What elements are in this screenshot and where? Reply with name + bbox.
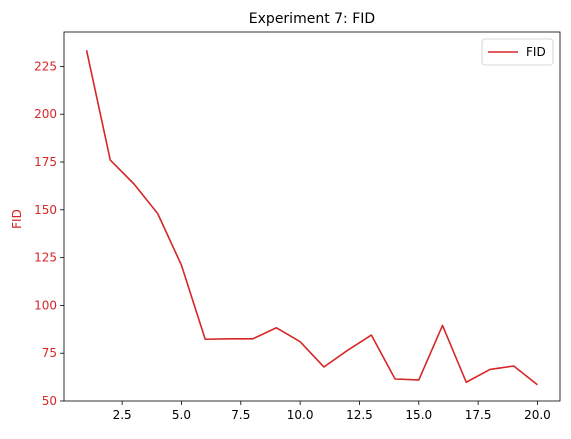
legend-label-fid: FID [526,45,546,59]
y-tick-label: 225 [34,59,57,73]
y-tick-label: 150 [34,203,57,217]
y-tick-label: 100 [34,298,57,312]
y-tick-label: 75 [42,346,57,360]
plot-frame [63,31,561,402]
fid-series-line [85,49,538,386]
y-tick-label: 200 [34,107,57,121]
x-tick-label: 5.0 [172,408,191,422]
x-tick-label: 2.5 [113,408,132,422]
y-tick-label: 50 [42,394,57,408]
x-tick-label: 20.0 [524,408,551,422]
x-tick-label: 12.5 [346,408,373,422]
y-axis-label: FID [10,209,24,229]
plot-area [64,32,560,401]
x-tick-label: 10.0 [287,408,314,422]
y-tick-label: 175 [34,155,57,169]
x-axis-ticks: 2.5 5.0 7.5 10.0 12.5 15.0 17.5 20.0 [113,401,551,422]
x-tick-label: 17.5 [465,408,492,422]
chart-title: Experiment 7: FID [249,11,375,27]
x-tick-label: 7.5 [231,408,250,422]
y-tick-label: 125 [34,251,57,265]
legend: FID [481,38,554,66]
x-tick-label: 15.0 [405,408,432,422]
y-axis-ticks: 50 75 100 125 150 175 200 225 [34,59,64,408]
